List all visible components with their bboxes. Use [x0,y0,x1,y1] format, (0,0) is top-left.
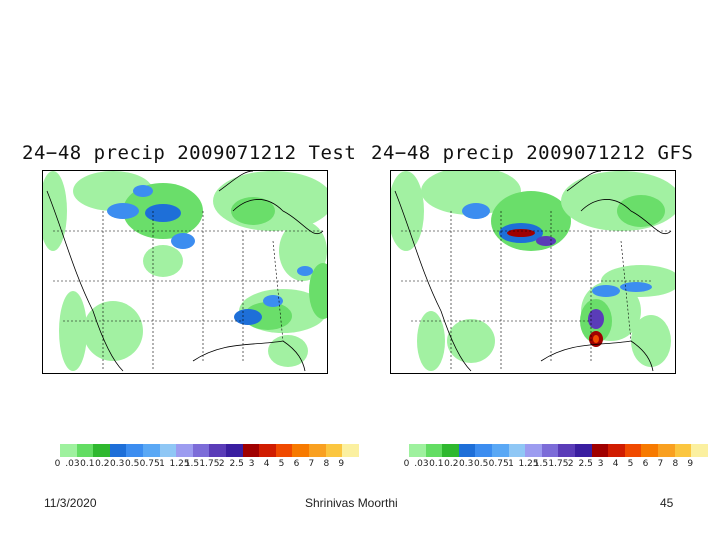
colorbar-label: .03 [65,459,80,469]
colorbar-swatch [275,444,293,457]
colorbar-label: 6 [293,459,300,469]
colorbar-swatch [591,444,609,457]
precip-map-test [42,170,328,374]
colorbar-swatch [674,444,692,457]
colorbar-test [60,444,359,457]
colorbar-label: 2.5 [229,459,244,469]
colorbar-label: 7 [657,459,664,469]
colorbar-label: 1.75 [548,459,569,469]
colorbar-swatch [657,444,675,457]
precip-map-gfs [390,170,676,374]
colorbar-label: 4 [612,459,619,469]
colorbar-label: 0 [54,459,61,469]
colorbar-label: 1.5 [184,459,200,469]
colorbar-swatch [159,444,177,457]
colorbar-label: 0.75 [139,459,160,469]
colorbar-swatch [691,444,708,457]
panel-title-gfs: 24−48 precip 2009071212 GFS [371,142,694,164]
colorbar-label: 0.1 [80,459,95,469]
slide-author: Shrinivas Moorthi [305,496,398,510]
colorbar-swatch [308,444,326,457]
colorbar-label: 1.75 [199,459,220,469]
colorbar-swatch [126,444,143,457]
colorbar-gfs [409,444,708,457]
colorbar-swatch [442,444,459,457]
colorbar-label: 2.5 [578,459,593,469]
colorbar-label: 9 [338,459,345,469]
colorbar-label: 0.2 [95,459,110,469]
colorbar-label: 0.3 [110,459,125,469]
colorbar-swatch [142,444,160,457]
colorbar-label: 9 [687,459,694,469]
colorbar-label: 0.5 [124,459,140,469]
colorbar-swatch [259,444,276,457]
colorbar-swatch [225,444,243,457]
colorbar-label: 0.3 [459,459,474,469]
colorbar-swatch [475,444,492,457]
colorbar-swatch [192,444,210,457]
colorbar-swatch [558,444,575,457]
colorbar-label: 1.5 [533,459,549,469]
colorbar-labels-gfs: 0 .03 0.1 0.2 0.3 0.5 0.75 1 1.25 1.5 1.75 2 2.5 3 4 5 6… [399,459,698,469]
colorbar-swatch [624,444,642,457]
colorbar-swatch [93,444,110,457]
colorbar-labels-test: 0 .03 0.1 0.2 0.3 0.5 0.75 1 1.25 1.5 1.75 2 2.5 3 4 5 6… [50,459,349,469]
colorbar-label: .03 [414,459,429,469]
colorbar-label: 0 [403,459,410,469]
colorbar-swatch [342,444,359,457]
colorbar-label: 0.1 [429,459,444,469]
colorbar-swatch [458,444,476,457]
colorbar-label: 1.25 [518,459,539,469]
colorbar-swatch [525,444,542,457]
colorbar-swatch [608,444,625,457]
colorbar-label: 7 [308,459,315,469]
colorbar-swatch [76,444,94,457]
slide-date: 11/3/2020 [44,496,97,510]
colorbar-label: 0.75 [488,459,509,469]
slide-page-number: 45 [660,496,674,510]
colorbar-swatch [641,444,658,457]
colorbar-label: 4 [263,459,270,469]
colorbar-label: 0.2 [444,459,459,469]
colorbar-swatch [292,444,309,457]
colorbar-label: 2 [567,459,574,469]
colorbar-swatch [209,444,226,457]
colorbar-label: 5 [627,459,634,469]
colorbar-swatch [325,444,343,457]
colorbar-label: 2 [218,459,225,469]
colorbar-swatch [109,444,127,457]
colorbar-swatch [574,444,592,457]
colorbar-swatch [242,444,260,457]
colorbar-swatch [425,444,443,457]
colorbar-swatch [60,444,77,457]
colorbar-swatch [409,444,426,457]
colorbar-label: 1 [159,459,165,469]
colorbar-swatch [508,444,526,457]
colorbar-label: 5 [278,459,285,469]
colorbar-swatch [176,444,193,457]
colorbar-label: 6 [642,459,649,469]
colorbar-label: 1.25 [169,459,190,469]
colorbar-label: 3 [248,459,255,469]
colorbar-swatch [491,444,509,457]
colorbar-label: 1 [508,459,514,469]
colorbar-label: 8 [672,459,679,469]
colorbar-label: 0.5 [473,459,489,469]
colorbar-swatch [541,444,559,457]
panel-title-test: 24−48 precip 2009071212 Test [22,142,357,164]
colorbar-label: 8 [323,459,330,469]
colorbar-label: 3 [597,459,604,469]
